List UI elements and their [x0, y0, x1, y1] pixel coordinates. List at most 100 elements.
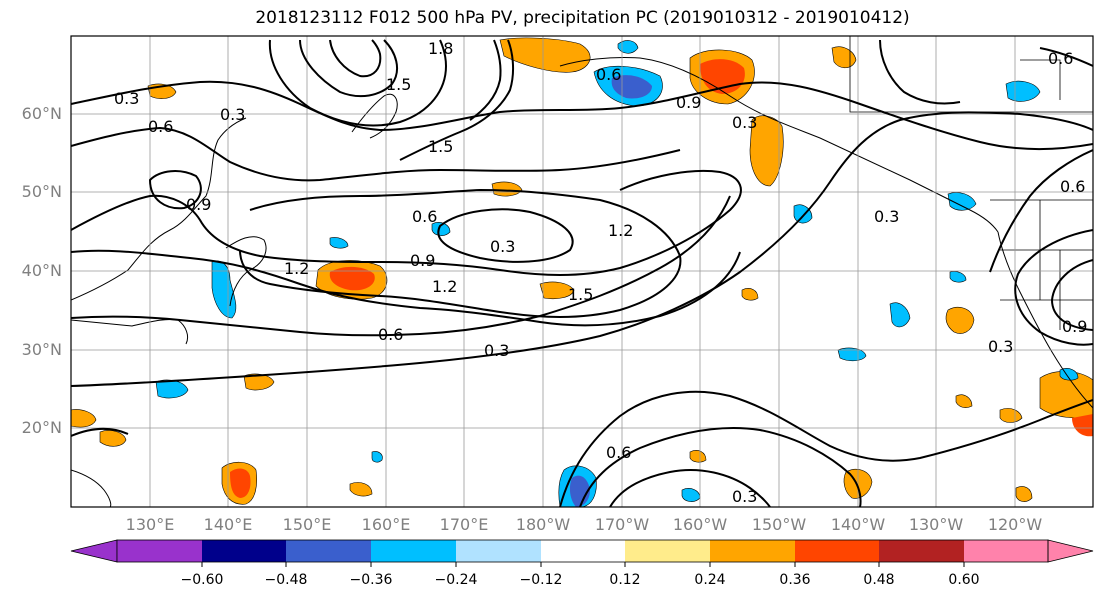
precip-patch — [689, 450, 707, 463]
colorbar-bin — [879, 540, 964, 562]
precip-patch — [793, 204, 813, 224]
map-title: 2018123112 F012 500 hPa PV, precipitatio… — [255, 8, 910, 28]
contour-label: 0.6 — [148, 117, 173, 136]
latitude-label: 30°N — [21, 340, 62, 359]
contour-label: 1.2 — [608, 221, 633, 240]
pv-contour — [71, 111, 1093, 387]
colorbar-tick-label: −0.60 — [180, 572, 224, 588]
colorbar-tick-label: −0.24 — [434, 572, 478, 588]
contour-label: 1.5 — [428, 137, 453, 156]
precip-patch — [329, 266, 375, 291]
pv-contour — [239, 188, 682, 318]
colorbar-bin — [710, 540, 795, 562]
precip-patch — [569, 475, 590, 507]
colorbar-tick-label: 0.36 — [779, 572, 811, 588]
coastline-alaska — [559, 56, 999, 233]
precip-patch — [741, 288, 759, 301]
pv-contour — [437, 208, 574, 263]
colorbar-tick-label: −0.36 — [349, 572, 393, 588]
contour-label: 1.8 — [428, 39, 453, 58]
pv-contour — [469, 39, 502, 121]
colorbar-bin — [371, 540, 456, 562]
contour-label: 0.6 — [606, 443, 631, 462]
longitude-label: 130°E — [125, 515, 175, 534]
longitude-label: 170°W — [594, 515, 650, 534]
pv-contours — [71, 39, 1093, 507]
precip-patch — [491, 181, 523, 197]
precip-patch — [999, 408, 1023, 423]
contour-label: 0.3 — [732, 113, 757, 132]
longitude-label: 150°W — [751, 515, 807, 534]
map-area — [71, 36, 1093, 507]
contour-label: 0.3 — [988, 337, 1013, 356]
longitude-label: 120°W — [987, 515, 1043, 534]
pv-contour — [1050, 259, 1093, 331]
colorbar-bin — [286, 540, 371, 562]
coastline-philippines — [71, 469, 112, 507]
pv-contour — [989, 149, 1093, 273]
contour-label: 0.6 — [1048, 49, 1073, 68]
colorbar-bin — [117, 540, 202, 562]
colorbar-tick-label: 0.12 — [609, 572, 641, 588]
precip-patch — [329, 237, 349, 249]
pv-contour — [71, 195, 731, 337]
contour-label: 0.3 — [490, 237, 515, 256]
latitude-label: 40°N — [21, 261, 62, 280]
longitude-label: 130°W — [908, 515, 964, 534]
contour-label: 0.3 — [484, 341, 509, 360]
longitude-label: 170°E — [439, 515, 489, 534]
contour-label: 1.5 — [386, 75, 411, 94]
pv-contour — [268, 39, 448, 127]
colorbar — [70, 539, 1094, 567]
pv-contour — [1039, 47, 1093, 67]
precip-patch — [837, 347, 867, 362]
precip-patch — [1005, 80, 1041, 102]
pv-contour — [148, 170, 202, 210]
precip-patch — [349, 482, 373, 497]
contour-label: 0.9 — [186, 195, 211, 214]
pv-contour — [71, 80, 1093, 150]
coastlines — [71, 56, 1093, 507]
precip-patch — [889, 302, 911, 328]
contour-label: 0.6 — [412, 207, 437, 226]
precip-patch — [371, 451, 383, 463]
precip-patch — [947, 192, 977, 211]
pv-contour — [1014, 229, 1093, 346]
colorbar-tick-label: 0.24 — [694, 572, 726, 588]
contour-label: 0.9 — [410, 251, 435, 270]
map-frame — [70, 35, 1094, 508]
pv-contour — [71, 126, 681, 182]
colorbar-bin — [795, 540, 879, 562]
contour-label: 0.9 — [1062, 317, 1087, 336]
precip-patch — [539, 281, 575, 300]
precip-patch — [617, 40, 639, 54]
contour-label: 0.3 — [114, 89, 139, 108]
contour-label: 0.3 — [874, 207, 899, 226]
longitude-label: 160°W — [672, 515, 728, 534]
precip-patch — [949, 271, 967, 283]
colorbar-tick-label: 0.48 — [863, 572, 895, 588]
colorbar-extend-left — [70, 539, 118, 563]
pv-contour — [579, 427, 862, 507]
colorbar-bin — [202, 540, 286, 562]
precip-patch — [955, 394, 973, 408]
colorbar-tick-label: −0.48 — [264, 572, 308, 588]
contour-label: 1.2 — [284, 259, 309, 278]
pv-contour — [299, 39, 399, 98]
coastline-na-west — [997, 231, 1093, 409]
pv-contour — [71, 428, 129, 437]
pv-contour — [879, 39, 961, 105]
colorbar-tick-label: 0.60 — [948, 572, 980, 588]
pv-contour — [559, 390, 1093, 507]
colorbar-bin — [541, 540, 625, 562]
contour-label: 0.6 — [378, 325, 403, 344]
colorbar-bin — [964, 540, 1048, 562]
colorbar-bin — [625, 540, 710, 562]
coastline-korea-china — [71, 319, 189, 345]
longitude-label: 140°E — [203, 515, 253, 534]
latitude-label: 20°N — [21, 418, 62, 437]
precip-patch — [431, 222, 451, 236]
coastline-kamchatka — [351, 93, 398, 139]
longitude-label: 160°E — [361, 515, 411, 534]
precip-patch — [749, 115, 784, 187]
